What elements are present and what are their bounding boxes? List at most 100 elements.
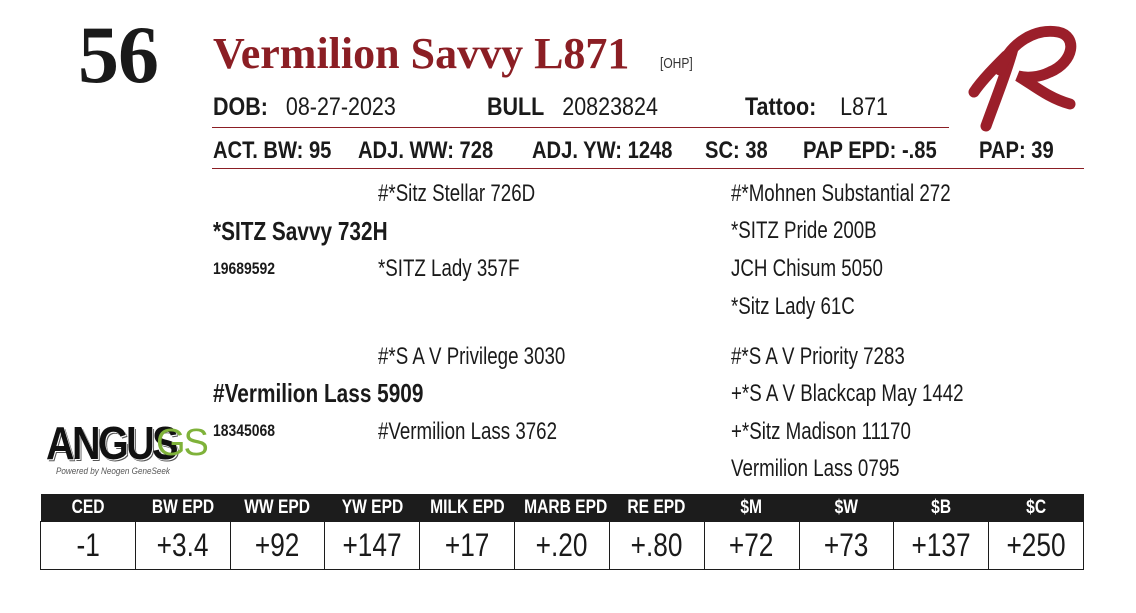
epd-value: +3.4 <box>134 521 231 570</box>
epd-value-text: +147 <box>342 527 402 563</box>
epd-header: RE EPD <box>609 494 705 522</box>
epd-header-text: $C <box>1026 496 1047 518</box>
dam-registration: 18345068 <box>213 421 276 440</box>
animal-tag: [OHP] <box>660 55 693 72</box>
pedigree-dam-dam: #Vermilion Lass 3762 <box>378 418 557 445</box>
stat-label: SC: <box>705 137 740 164</box>
epd-value: -1 <box>40 521 136 570</box>
lot-number: 56 <box>78 9 159 100</box>
pedigree-sire-dam: *SITZ Lady 357F <box>378 255 520 282</box>
epd-header-text: RE EPD <box>627 496 686 518</box>
epd-header: YW EPD <box>324 494 420 522</box>
epd-value-text: +.20 <box>536 527 588 563</box>
epd-header: $W <box>799 494 894 522</box>
pedigree-dsd: +*S A V Blackcap May 1442 <box>731 380 964 407</box>
stat-sc: SC: 38 <box>705 139 768 163</box>
pedigree-sds: JCH Chisum 5050 <box>731 255 883 282</box>
stat-value: 95 <box>308 137 332 164</box>
epd-header: $C <box>988 494 1084 522</box>
stat-label: ADJ. WW: <box>358 137 454 164</box>
vr-brand-logo <box>968 25 1077 132</box>
epd-value: +72 <box>703 521 800 570</box>
stat-value: 39 <box>1031 137 1054 164</box>
pedigree-sss: #*Mohnen Substantial 272 <box>731 180 951 207</box>
epd-header: BW EPD <box>135 494 231 522</box>
epd-header-text: CED <box>71 496 105 518</box>
epd-header-text: $M <box>740 496 763 518</box>
epd-header-text: WW EPD <box>244 496 311 518</box>
animal-name: Vermilion Savvy L871 <box>213 29 630 78</box>
pedigree-sire-sire: #*Sitz Stellar 726D <box>378 180 536 207</box>
pedigree-dss: #*S A V Priority 7283 <box>731 343 905 370</box>
epd-header-row: CED BW EPD WW EPD YW EPD MILK EPD MARB E… <box>40 494 1084 522</box>
pedigree-dds: +*Sitz Madison 11170 <box>731 418 911 445</box>
stat-pap: PAP: 39 <box>979 139 1054 163</box>
stat-label: PAP EPD: <box>803 137 897 164</box>
stat-label: ACT. BW: <box>213 137 304 164</box>
pedigree-dam: #Vermilion Lass 5909 <box>213 378 424 408</box>
epd-header-text: MARB EPD <box>523 496 607 518</box>
dob-value: 08-27-2023 <box>285 93 396 121</box>
angus-logo-tagline: Powered by Neogen GeneSeek <box>56 466 170 476</box>
epd-value: +17 <box>419 521 516 570</box>
registration-value: 20823824 <box>562 93 658 121</box>
stat-pap-epd: PAP EPD: -.85 <box>803 139 937 163</box>
epd-value-row: -1 +3.4 +92 +147 +17 +.20 +.80 +72 +73 +… <box>40 521 1084 570</box>
epd-header-text: $W <box>834 496 859 518</box>
epd-header-text: $B <box>931 496 952 518</box>
stat-value: 1248 <box>627 137 673 164</box>
epd-value: +147 <box>324 521 421 570</box>
dob-row: DOB: 08-27-2023 <box>213 95 396 120</box>
stat-label: PAP: <box>979 137 1026 164</box>
angus-logo-word: ANGUS <box>46 417 179 469</box>
epd-header: MARB EPD <box>514 494 610 522</box>
sire-registration: 19689592 <box>213 259 276 278</box>
epd-header: CED <box>40 494 136 522</box>
epd-value-text: +72 <box>729 527 774 563</box>
stat-value: 38 <box>745 137 768 164</box>
epd-header: $M <box>704 494 799 522</box>
epd-value: +92 <box>229 521 326 570</box>
stat-adj-yw: ADJ. YW: 1248 <box>532 139 672 163</box>
stat-label: ADJ. YW: <box>532 137 622 164</box>
epd-value-text: +250 <box>1006 527 1066 563</box>
pedigree-ddd: Vermilion Lass 0795 <box>731 455 900 482</box>
epd-header-text: MILK EPD <box>429 496 505 518</box>
bull-label: BULL <box>487 93 545 121</box>
epd-header: WW EPD <box>230 494 325 522</box>
epd-value: +137 <box>893 521 990 570</box>
epd-value-text: +73 <box>824 527 869 563</box>
dob-label: DOB: <box>213 93 268 121</box>
pedigree-ssd: *SITZ Pride 200B <box>731 217 877 244</box>
epd-value: +73 <box>798 521 895 570</box>
angus-logo-suffix: GS <box>156 422 209 464</box>
epd-value: +250 <box>988 521 1084 570</box>
epd-header-text: BW EPD <box>151 496 214 518</box>
stat-value: 728 <box>459 137 494 164</box>
epd-table: CED BW EPD WW EPD YW EPD MILK EPD MARB E… <box>40 494 1084 570</box>
stat-act-bw: ACT. BW: 95 <box>213 139 331 163</box>
pedigree-sire: *SITZ Savvy 732H <box>213 216 388 246</box>
tattoo-row: Tattoo: L871 <box>745 95 888 120</box>
epd-value-text: +3.4 <box>156 527 209 563</box>
pedigree-dam-sire: #*S A V Privilege 3030 <box>378 343 566 370</box>
divider-top <box>212 127 949 128</box>
tattoo-value: L871 <box>840 93 888 121</box>
pedigree-sdd: *Sitz Lady 61C <box>731 293 855 320</box>
registration-row: BULL 20823824 <box>487 95 658 120</box>
epd-header: $B <box>893 494 989 522</box>
tattoo-label: Tattoo: <box>745 93 817 121</box>
epd-value-text: +.80 <box>630 527 683 563</box>
epd-value-text: +137 <box>911 527 971 563</box>
angus-gs-logo: ANGUS GS Powered by Neogen GeneSeek <box>46 417 209 478</box>
epd-value-text: +92 <box>255 527 300 563</box>
stat-adj-ww: ADJ. WW: 728 <box>358 139 493 163</box>
epd-header-text: YW EPD <box>341 496 404 518</box>
epd-value-text: -1 <box>76 527 100 563</box>
epd-header: MILK EPD <box>419 494 515 522</box>
divider-bottom <box>212 168 1084 169</box>
epd-value: +.80 <box>608 521 705 570</box>
epd-value-text: +17 <box>444 527 490 563</box>
epd-value: +.20 <box>514 521 610 570</box>
stat-value: -.85 <box>901 137 937 164</box>
